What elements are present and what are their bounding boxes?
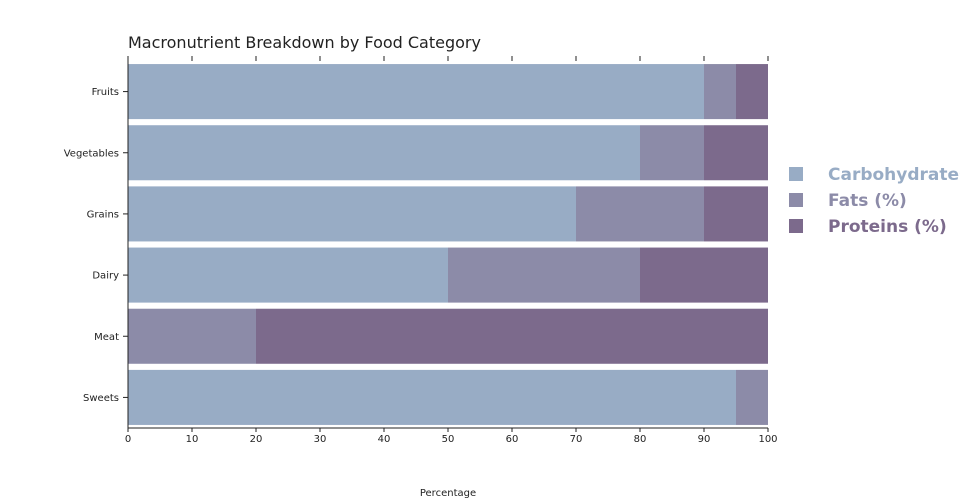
- bar-segment: [736, 369, 768, 425]
- x-tick-label: 70: [570, 434, 583, 445]
- x-tick-label: 50: [442, 434, 455, 445]
- x-tick-label: 80: [634, 434, 647, 445]
- chart-title: Macronutrient Breakdown by Food Category: [128, 33, 481, 52]
- bar-segment: [128, 125, 640, 181]
- bar-segment: [128, 369, 736, 425]
- bar-segment: [128, 64, 704, 120]
- bar-segment: [640, 125, 704, 181]
- bars-group: [128, 64, 768, 425]
- x-tick-label: 40: [378, 434, 391, 445]
- legend-swatch: [789, 219, 803, 233]
- x-tick-label: 20: [250, 434, 263, 445]
- category-label: Dairy: [92, 271, 119, 282]
- bar-segment: [128, 308, 256, 364]
- category-label: Sweets: [83, 393, 119, 404]
- category-labels: Fruits Vegetables Grains Dairy Meat Sweets: [64, 61, 129, 428]
- bar-segment: [256, 308, 768, 364]
- legend-label: Fats (%): [828, 191, 907, 211]
- category-label: Grains: [87, 209, 119, 220]
- legend-label: Carbohydrates: [828, 165, 960, 185]
- category-label: Vegetables: [64, 148, 119, 159]
- bar-segment: [704, 64, 736, 120]
- category-label: Meat: [94, 332, 119, 343]
- bar-segment: [704, 125, 768, 181]
- x-tick-label: 0: [125, 434, 131, 445]
- legend-label: Proteins (%): [828, 217, 947, 237]
- bar-segment: [704, 186, 768, 242]
- bar-segment: [128, 247, 448, 303]
- bar-segment: [640, 247, 768, 303]
- x-axis: 0 10 20 30 40 50 60 70 80 90 100: [125, 56, 778, 445]
- bar-segment: [576, 186, 704, 242]
- bar-segment: [448, 247, 640, 303]
- legend-swatch: [789, 193, 803, 207]
- bar-segment: [128, 186, 576, 242]
- x-tick-label: 90: [698, 434, 711, 445]
- x-tick-label: 10: [186, 434, 199, 445]
- x-tick-label: 100: [758, 434, 777, 445]
- bar-segment: [736, 64, 768, 120]
- legend: Carbohydrates Fats (%) Proteins (%): [789, 165, 960, 237]
- legend-swatch: [789, 167, 803, 181]
- x-tick-label: 30: [314, 434, 327, 445]
- x-axis-title: Percentage: [420, 488, 476, 499]
- category-label: Fruits: [92, 87, 119, 98]
- x-tick-label: 60: [506, 434, 519, 445]
